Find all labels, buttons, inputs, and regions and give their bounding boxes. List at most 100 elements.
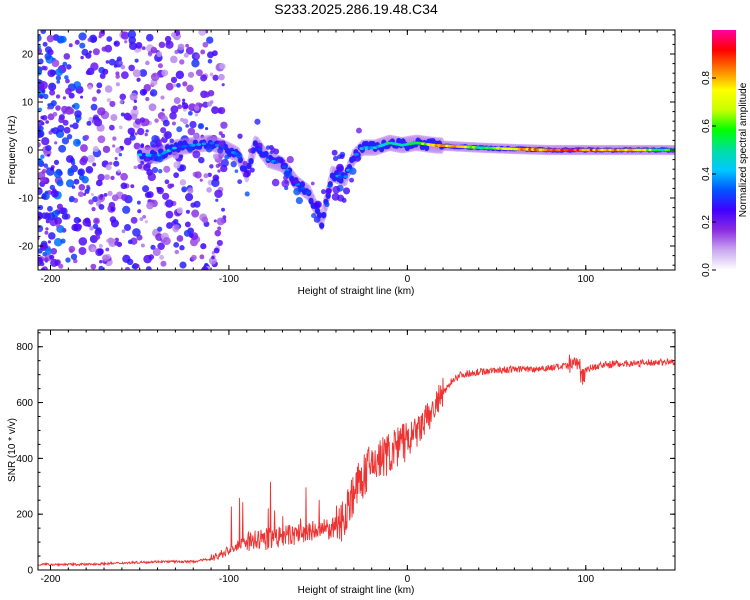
spectrogram-noise-cell (43, 93, 49, 100)
spectrogram-noise-cell (144, 220, 148, 224)
spectrogram-noise-cell (53, 159, 60, 165)
spectrogram-noise-cell (66, 64, 72, 70)
spectrogram-noise-cell (191, 59, 200, 68)
spectrogram-noise-cell (145, 96, 150, 102)
spectrogram-noise-cell (120, 182, 128, 190)
spectrogram-noise-cell (41, 89, 46, 94)
spectrogram-noise-cell (50, 247, 58, 255)
spectrogram-blob (286, 155, 294, 164)
spectrogram-noise-cell (39, 94, 44, 99)
spectrogram-noise-cell (40, 115, 45, 120)
spectrogram-noise-cell (160, 260, 167, 267)
spectrogram-noise-cell (57, 124, 65, 133)
spectrogram-blob (256, 142, 263, 150)
spectrogram-noise-cell (88, 116, 94, 122)
spectrogram-noise-cell (68, 245, 76, 253)
spectrogram-noise-cell (78, 247, 87, 255)
spectrogram-y-tick-label: -20 (19, 242, 34, 253)
spectrogram-noise-cell (61, 137, 70, 145)
snr-y-label: SNR (10 * v/v) (7, 418, 18, 482)
spectrogram-noise-cell (63, 53, 71, 60)
spectrogram-noise-cell (139, 88, 147, 96)
spectrogram-noise-cell (72, 138, 81, 147)
spectrogram-noise-cell (191, 209, 200, 218)
spectrogram-blob (224, 154, 230, 160)
spectrogram-noise-cell (161, 69, 169, 77)
spectrogram-noise-cell (162, 119, 170, 127)
spectrogram-blob (140, 160, 145, 165)
spectrogram-noise-cell (78, 183, 86, 191)
spectrogram-noise-cell (47, 153, 51, 157)
spectrogram-noise-cell (79, 157, 88, 166)
spectrogram-noise-cell (198, 156, 205, 164)
spectrogram-noise-cell (62, 96, 67, 100)
spectrogram-noise-cell (120, 71, 129, 80)
spectrogram-ridge-cell (338, 177, 344, 184)
spectrogram-noise-cell (200, 243, 207, 250)
spectrogram-ridge-peak (273, 160, 279, 164)
spectrogram-noise-cell (47, 205, 53, 212)
spectrogram-ridge-peak (172, 146, 177, 150)
spectrogram-noise-cell (176, 207, 183, 214)
colorbar-tick-label: 0.6 (701, 119, 712, 133)
spectrogram-blob (160, 127, 167, 134)
spectrogram-noise-cell (143, 83, 152, 92)
spectrogram-noise-cell (118, 125, 123, 130)
spectrogram-noise-cell (147, 172, 157, 182)
spectrogram-blob (218, 140, 225, 147)
spectrogram-noise-cell (106, 36, 113, 42)
spectrogram-noise-cell (154, 118, 159, 123)
spectrogram-noise-cell (72, 102, 80, 110)
spectrogram-noise-cell (148, 103, 157, 112)
spectrogram-ridge-peak (201, 142, 207, 146)
spectrogram-blob (284, 186, 289, 191)
spectrogram-noise-cell (221, 207, 225, 212)
spectrogram-noise-cell (212, 153, 219, 160)
spectrogram-noise-cell (142, 214, 147, 219)
spectrogram-noise-cell (44, 52, 52, 60)
spectrogram-noise-cell (158, 41, 166, 49)
spectrogram-x-tick-label: -200 (40, 274, 60, 285)
spectrogram-ridge-peak (137, 153, 143, 157)
spectrogram-blob (284, 180, 289, 184)
spectrogram-noise-cell (126, 114, 133, 121)
spectrogram-blob (349, 177, 355, 183)
spectrogram-noise-cell (193, 105, 200, 111)
spectrogram-noise-cell (133, 99, 138, 103)
spectrogram-noise-cell (91, 247, 97, 253)
spectrogram-noise-cell (201, 266, 209, 270)
spectrogram-noise-cell (86, 154, 95, 163)
spectrogram-noise-cell (179, 59, 185, 65)
spectrogram-noise-cell (211, 106, 219, 114)
spectrogram-noise-cell (61, 213, 69, 220)
spectrogram-noise-cell (56, 35, 65, 44)
spectrogram-blob (335, 163, 344, 172)
spectrogram-noise-cell (102, 68, 109, 75)
chart-title: S233.2025.286.19.48.C34 (274, 1, 438, 17)
spectrogram-noise-cell (60, 238, 66, 244)
spectrogram-blob (244, 191, 250, 197)
spectrogram-noise-cell (47, 113, 55, 121)
spectrogram-blob (242, 172, 248, 178)
spectrogram-noise-cell (175, 70, 185, 80)
spectrogram-noise-cell (213, 219, 217, 223)
spectrogram-blob (293, 178, 299, 185)
spectrogram-noise-cell (123, 137, 132, 146)
spectrogram-noise-cell (207, 172, 212, 177)
spectrogram-noise-cell (73, 216, 81, 224)
spectrogram-noise-cell (42, 266, 48, 270)
spectrogram-noise-cell (44, 247, 52, 255)
snr-panel: -200 -100 0 100 0 200 400 600 800 Height of str… (7, 329, 676, 596)
snr-y-ticks: 0 200 400 600 800 (16, 332, 675, 577)
spectrogram-noise-cell (124, 40, 128, 44)
spectrogram-noise-cell (122, 205, 131, 214)
spectrogram-noise-cell (50, 258, 59, 267)
spectrogram-noise-cell (46, 34, 55, 43)
spectrogram-noise-cell (66, 133, 73, 140)
spectrogram-marks (38, 30, 675, 270)
spectrogram-noise-cell (74, 110, 82, 118)
colorbar: 0.0 0.2 0.4 0.6 0.8 Normalized spectral ampl… (701, 30, 749, 277)
spectrogram-noise-cell (137, 209, 142, 214)
spectrogram-noise-cell (108, 124, 115, 131)
spectrogram-noise-cell (174, 249, 180, 255)
